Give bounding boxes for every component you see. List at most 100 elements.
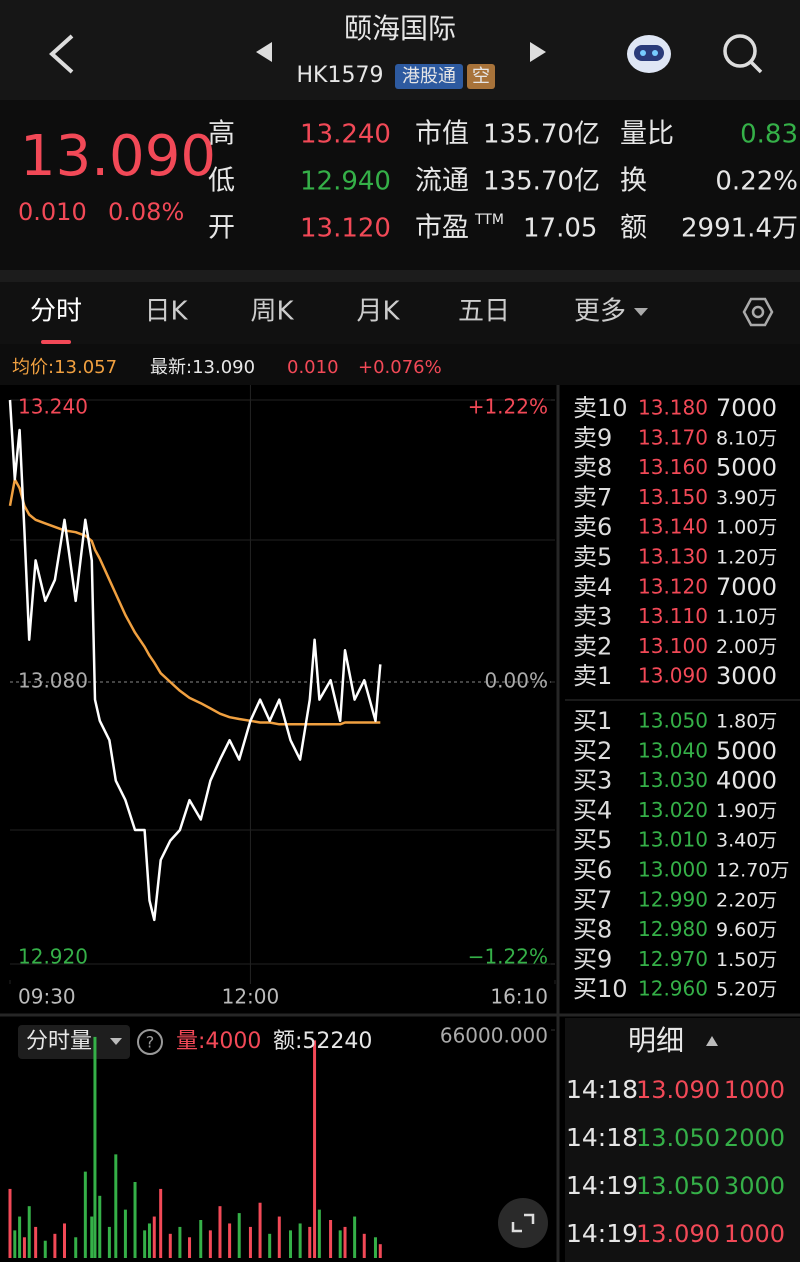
stat-label: 换 xyxy=(620,166,647,197)
book-volume: 1.50万 xyxy=(716,949,777,971)
y-tick-label: 13.240 xyxy=(18,395,88,419)
search-button[interactable] xyxy=(723,34,763,74)
volume-bar xyxy=(147,1223,151,1258)
book-label: 买7 xyxy=(573,886,612,914)
volume-bar xyxy=(133,1182,137,1258)
volume-bar xyxy=(237,1213,241,1258)
tag-bg xyxy=(395,64,463,89)
book-volume: 7000 xyxy=(716,573,777,601)
tab[interactable]: 更多 xyxy=(574,297,626,327)
book-label: 卖8 xyxy=(573,454,612,482)
change-pct: 0.08% xyxy=(108,198,184,226)
book-label: 买2 xyxy=(573,737,612,765)
tab[interactable]: 五日 xyxy=(458,297,510,327)
stat-label: 额 xyxy=(620,213,647,244)
book-volume: 8.10万 xyxy=(716,427,777,449)
tag: 空 xyxy=(472,66,490,87)
book-price: 12.970 xyxy=(638,947,708,971)
x-tick-label: 16:10 xyxy=(490,985,548,1009)
volume-bar xyxy=(152,1216,156,1258)
tab-indicator xyxy=(41,340,71,344)
volume-bar xyxy=(373,1237,377,1258)
volume-bar xyxy=(338,1230,342,1258)
volume-selector[interactable] xyxy=(18,1025,130,1059)
stat-value: 17.05 xyxy=(523,214,597,244)
book-price: 13.100 xyxy=(638,634,708,658)
change: 0.010 xyxy=(18,198,87,226)
book-volume: 1.20万 xyxy=(716,547,777,569)
amount-label: 额:52240 xyxy=(273,1029,372,1054)
volume-bar xyxy=(188,1237,192,1258)
volume-label: 量:4000 xyxy=(176,1029,261,1054)
dropdown-arrow xyxy=(110,1038,122,1045)
stat-value: 135.70亿 xyxy=(483,120,600,150)
tab[interactable]: 分时 xyxy=(30,297,82,327)
volume-bar xyxy=(107,1226,111,1258)
trade-price: 13.090 xyxy=(636,1076,720,1104)
expand-button[interactable] xyxy=(498,1198,548,1248)
book-volume: 12.70万 xyxy=(716,860,789,882)
book-label: 买3 xyxy=(573,767,612,795)
tab[interactable]: 月K xyxy=(356,297,400,327)
avg-price-line xyxy=(8,478,381,726)
help-icon[interactable]: ? xyxy=(137,1029,163,1055)
book-price: 13.040 xyxy=(638,738,708,762)
volume-bar xyxy=(143,1230,147,1258)
book-price: 13.160 xyxy=(638,455,708,479)
volume-bar xyxy=(289,1230,293,1258)
volume-bar xyxy=(123,1209,127,1258)
last-price: 13.090 xyxy=(20,124,216,189)
volume-bar xyxy=(378,1244,382,1258)
volume-bar xyxy=(178,1226,182,1258)
svg-text:?: ? xyxy=(146,1033,155,1052)
tab-bar xyxy=(0,282,800,344)
book-label: 买4 xyxy=(573,796,612,824)
stat-label: 量比 xyxy=(620,119,674,150)
trades-panel xyxy=(565,1018,800,1262)
tab[interactable]: 日K xyxy=(144,297,188,327)
trade-price: 13.050 xyxy=(636,1124,720,1152)
x-tick-label: 12:00 xyxy=(222,985,280,1009)
prev-stock[interactable] xyxy=(256,42,272,62)
y-tick-label: 66000.000 xyxy=(440,1024,548,1048)
settings-icon[interactable] xyxy=(742,297,774,327)
book-price: 13.110 xyxy=(638,604,708,628)
book-volume: 2.20万 xyxy=(716,889,777,911)
book-volume: 9.60万 xyxy=(716,919,777,941)
stat-value: 135.70亿 xyxy=(483,167,600,197)
assistant-icon[interactable] xyxy=(627,35,671,73)
book-volume: 1.00万 xyxy=(716,517,777,539)
book-price: 12.990 xyxy=(638,887,708,911)
volume-bar xyxy=(317,1209,321,1258)
volume-bar xyxy=(83,1171,87,1258)
tab[interactable]: 周K xyxy=(250,297,294,327)
tag-bg xyxy=(467,64,495,89)
avg-price: 均价:13.057 xyxy=(12,357,117,378)
back-button[interactable] xyxy=(49,34,74,74)
book-price: 13.180 xyxy=(638,396,708,420)
volume-bar xyxy=(53,1233,57,1258)
book-price: 13.050 xyxy=(638,709,708,733)
volume-bar xyxy=(218,1206,222,1258)
stat-label: 低 xyxy=(208,166,235,197)
book-volume: 1.90万 xyxy=(716,800,777,822)
sort-arrow[interactable] xyxy=(706,1036,718,1046)
book-volume: 3000 xyxy=(716,662,777,690)
book-label: 买6 xyxy=(573,856,612,884)
stat-value: 13.120 xyxy=(300,214,391,244)
volume-bar xyxy=(22,1237,26,1258)
trade-volume: 1000 xyxy=(724,1220,785,1248)
next-stock[interactable] xyxy=(530,42,546,62)
volume-bar xyxy=(114,1154,118,1258)
stat-value: 13.240 xyxy=(300,120,391,150)
trade-time: 14:19 xyxy=(566,1171,638,1200)
book-label: 卖2 xyxy=(573,632,612,660)
book-volume: 2.00万 xyxy=(716,636,777,658)
volume-title: 分时量 xyxy=(26,1029,92,1054)
trade-time: 14:19 xyxy=(566,1219,638,1248)
book-label: 买10 xyxy=(573,975,628,1003)
volume-bar xyxy=(248,1226,252,1258)
volume-bar xyxy=(228,1223,232,1258)
volume-bar xyxy=(8,1188,12,1258)
latest-price: 最新:13.090 xyxy=(150,357,255,378)
